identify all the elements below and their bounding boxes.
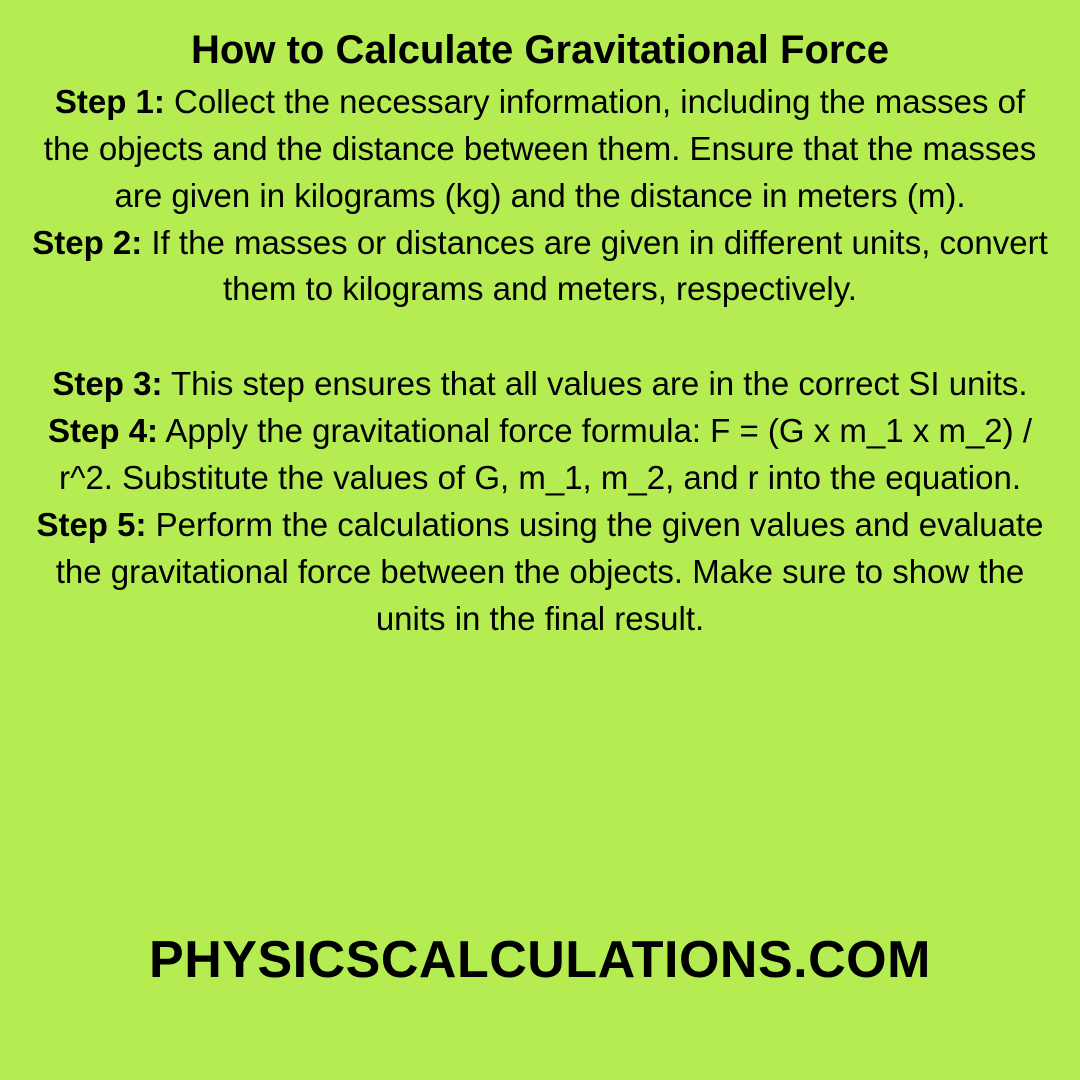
- step-label: Step 5:: [36, 506, 146, 543]
- step-item: Step 4: Apply the gravitational force fo…: [30, 408, 1050, 502]
- page-title: How to Calculate Gravitational Force: [191, 28, 889, 73]
- steps-list: Step 1: Collect the necessary informatio…: [30, 79, 1050, 642]
- step-text: Perform the calculations using the given…: [56, 506, 1044, 637]
- step-item: Step 3: This step ensures that all value…: [30, 361, 1050, 408]
- step-label: Step 1:: [55, 83, 165, 120]
- step-item: Step 1: Collect the necessary informatio…: [30, 79, 1050, 220]
- step-text: Collect the necessary information, inclu…: [44, 83, 1036, 214]
- step-label: Step 4:: [48, 412, 158, 449]
- step-label: Step 3:: [52, 365, 162, 402]
- footer-brand: PHYSICSCALCULATIONS.COM: [149, 930, 931, 1040]
- step-item: Step 2: If the masses or distances are g…: [30, 220, 1050, 314]
- step-gap: [30, 313, 1050, 361]
- step-item: Step 5: Perform the calculations using t…: [30, 502, 1050, 643]
- step-text: If the masses or distances are given in …: [142, 224, 1048, 308]
- step-text: This step ensures that all values are in…: [162, 365, 1027, 402]
- step-text: Apply the gravitational force formula: F…: [59, 412, 1032, 496]
- step-label: Step 2:: [32, 224, 142, 261]
